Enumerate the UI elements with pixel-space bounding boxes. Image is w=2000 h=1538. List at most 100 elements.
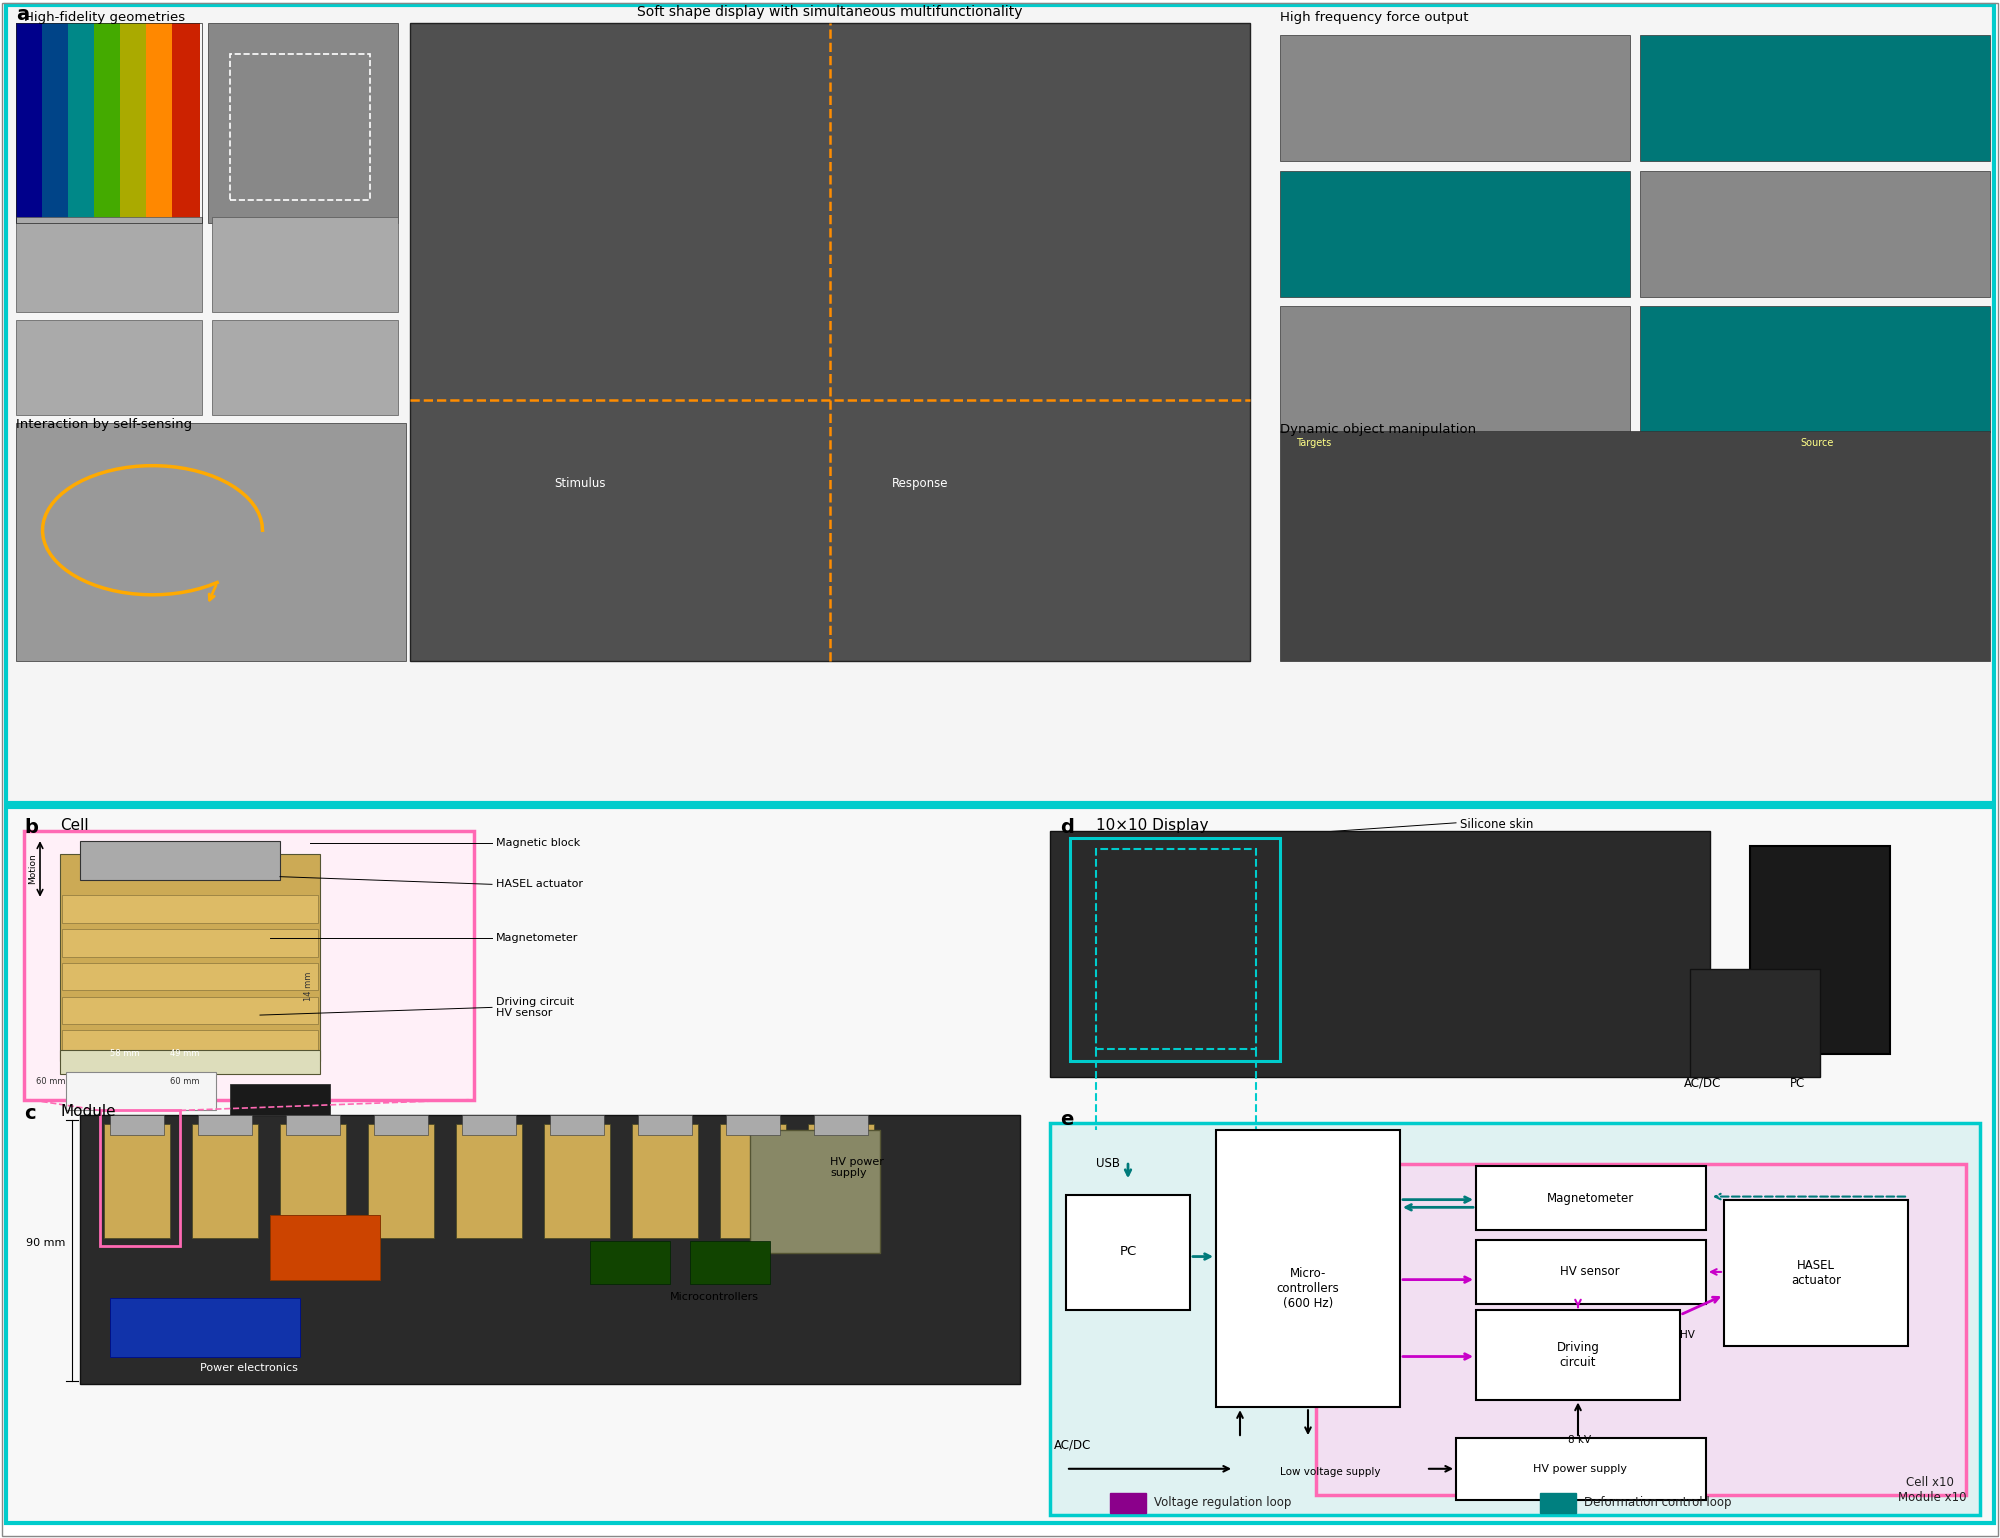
FancyBboxPatch shape bbox=[1280, 431, 1990, 661]
FancyBboxPatch shape bbox=[410, 23, 1250, 661]
FancyBboxPatch shape bbox=[1280, 306, 1630, 432]
Text: a: a bbox=[16, 5, 30, 23]
Text: Soft shape display with simultaneous multifunctionality: Soft shape display with simultaneous mul… bbox=[638, 5, 1022, 18]
FancyBboxPatch shape bbox=[590, 1241, 670, 1284]
Text: Dynamic object manipulation: Dynamic object manipulation bbox=[1280, 423, 1476, 435]
Text: 14 mm: 14 mm bbox=[304, 972, 312, 1001]
FancyBboxPatch shape bbox=[68, 23, 96, 223]
FancyBboxPatch shape bbox=[60, 854, 320, 1061]
Text: PC: PC bbox=[1120, 1246, 1136, 1258]
FancyBboxPatch shape bbox=[16, 423, 406, 661]
Text: High frequency force output: High frequency force output bbox=[1280, 11, 1468, 23]
FancyBboxPatch shape bbox=[1724, 1200, 1908, 1346]
FancyBboxPatch shape bbox=[62, 997, 318, 1024]
Text: d: d bbox=[1060, 818, 1074, 837]
Text: 60 mm: 60 mm bbox=[36, 1077, 66, 1086]
FancyBboxPatch shape bbox=[120, 23, 148, 223]
FancyBboxPatch shape bbox=[1540, 1493, 1576, 1513]
Text: Targets: Targets bbox=[1296, 438, 1332, 449]
Text: USB: USB bbox=[1096, 1157, 1120, 1169]
FancyBboxPatch shape bbox=[1066, 1195, 1190, 1310]
FancyBboxPatch shape bbox=[6, 807, 1994, 1523]
Text: 10×10 Display: 10×10 Display bbox=[1096, 818, 1208, 834]
Text: Low voltage supply: Low voltage supply bbox=[1280, 1467, 1380, 1476]
FancyBboxPatch shape bbox=[212, 217, 398, 312]
Text: Driving circuit
HV sensor: Driving circuit HV sensor bbox=[496, 997, 574, 1018]
Text: Silicone skin: Silicone skin bbox=[1460, 818, 1534, 831]
FancyBboxPatch shape bbox=[1216, 1130, 1400, 1407]
Text: b: b bbox=[24, 818, 38, 837]
Text: c: c bbox=[24, 1104, 36, 1123]
FancyBboxPatch shape bbox=[62, 929, 318, 957]
FancyBboxPatch shape bbox=[544, 1124, 610, 1238]
Text: Module x10: Module x10 bbox=[1898, 1492, 1966, 1504]
FancyBboxPatch shape bbox=[814, 1115, 868, 1135]
Text: AC/DC: AC/DC bbox=[1054, 1438, 1092, 1450]
FancyBboxPatch shape bbox=[1456, 1438, 1706, 1500]
FancyBboxPatch shape bbox=[104, 1124, 170, 1238]
FancyBboxPatch shape bbox=[212, 320, 398, 415]
FancyBboxPatch shape bbox=[146, 23, 174, 223]
Text: HV: HV bbox=[1680, 1330, 1694, 1340]
Text: Motion: Motion bbox=[28, 854, 36, 884]
Text: Cell: Cell bbox=[60, 818, 88, 834]
FancyBboxPatch shape bbox=[638, 1115, 692, 1135]
Text: Response: Response bbox=[892, 477, 948, 489]
FancyBboxPatch shape bbox=[94, 23, 122, 223]
Text: HASEL actuator: HASEL actuator bbox=[496, 880, 584, 889]
FancyBboxPatch shape bbox=[192, 1124, 258, 1238]
FancyBboxPatch shape bbox=[1280, 35, 1630, 161]
Text: Source: Source bbox=[1800, 438, 1834, 449]
FancyBboxPatch shape bbox=[690, 1241, 770, 1284]
FancyBboxPatch shape bbox=[632, 1124, 698, 1238]
FancyBboxPatch shape bbox=[1640, 171, 1990, 297]
FancyBboxPatch shape bbox=[60, 1050, 320, 1074]
FancyBboxPatch shape bbox=[172, 23, 200, 223]
FancyBboxPatch shape bbox=[286, 1115, 340, 1135]
Text: HV power
supply: HV power supply bbox=[830, 1157, 884, 1178]
FancyBboxPatch shape bbox=[6, 5, 1994, 803]
FancyBboxPatch shape bbox=[208, 23, 398, 223]
Text: Magnetometer: Magnetometer bbox=[496, 934, 578, 943]
Text: 58 mm: 58 mm bbox=[110, 1049, 140, 1058]
Text: Stimulus: Stimulus bbox=[554, 477, 606, 489]
Text: HV power supply: HV power supply bbox=[1534, 1464, 1628, 1473]
FancyBboxPatch shape bbox=[456, 1124, 522, 1238]
FancyBboxPatch shape bbox=[110, 1115, 164, 1135]
Text: 90 mm: 90 mm bbox=[26, 1238, 66, 1247]
FancyBboxPatch shape bbox=[198, 1115, 252, 1135]
Text: Deformation control loop: Deformation control loop bbox=[1584, 1496, 1732, 1509]
Text: High-fidelity geometries: High-fidelity geometries bbox=[24, 11, 186, 23]
FancyBboxPatch shape bbox=[1476, 1166, 1706, 1230]
Text: HASEL
actuator: HASEL actuator bbox=[1792, 1260, 1840, 1287]
FancyBboxPatch shape bbox=[62, 963, 318, 990]
Text: HV sensor: HV sensor bbox=[1560, 1266, 1620, 1278]
FancyBboxPatch shape bbox=[16, 217, 202, 312]
Text: Interaction by self-sensing: Interaction by self-sensing bbox=[16, 418, 192, 431]
FancyBboxPatch shape bbox=[80, 841, 280, 880]
Text: Power electronics: Power electronics bbox=[200, 1363, 298, 1373]
Text: 49 mm: 49 mm bbox=[170, 1049, 200, 1058]
FancyBboxPatch shape bbox=[270, 1215, 380, 1280]
FancyBboxPatch shape bbox=[808, 1124, 874, 1238]
FancyBboxPatch shape bbox=[1316, 1164, 1966, 1495]
FancyBboxPatch shape bbox=[16, 320, 202, 415]
FancyBboxPatch shape bbox=[1750, 846, 1890, 1054]
FancyBboxPatch shape bbox=[550, 1115, 604, 1135]
Text: PC: PC bbox=[1790, 1077, 1806, 1089]
Text: Micro-
controllers
(600 Hz): Micro- controllers (600 Hz) bbox=[1276, 1267, 1340, 1310]
FancyBboxPatch shape bbox=[462, 1115, 516, 1135]
FancyBboxPatch shape bbox=[1640, 35, 1990, 161]
Text: AC/DC: AC/DC bbox=[1684, 1077, 1722, 1089]
Text: Magnetometer: Magnetometer bbox=[1546, 1192, 1634, 1204]
Text: Microcontrollers: Microcontrollers bbox=[670, 1292, 760, 1303]
Text: Cell x10: Cell x10 bbox=[1906, 1476, 1954, 1489]
Text: Magnetic block: Magnetic block bbox=[496, 838, 580, 847]
Text: Module: Module bbox=[60, 1104, 116, 1120]
Text: 8 kV: 8 kV bbox=[1568, 1435, 1592, 1446]
FancyBboxPatch shape bbox=[1110, 1493, 1146, 1513]
Text: Driving
circuit: Driving circuit bbox=[1556, 1341, 1600, 1369]
FancyBboxPatch shape bbox=[1280, 171, 1630, 297]
Text: 60 mm: 60 mm bbox=[170, 1077, 200, 1086]
FancyBboxPatch shape bbox=[16, 23, 44, 223]
